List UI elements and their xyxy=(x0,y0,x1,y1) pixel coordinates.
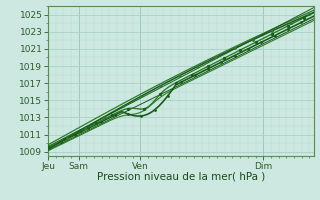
X-axis label: Pression niveau de la mer( hPa ): Pression niveau de la mer( hPa ) xyxy=(97,172,265,182)
